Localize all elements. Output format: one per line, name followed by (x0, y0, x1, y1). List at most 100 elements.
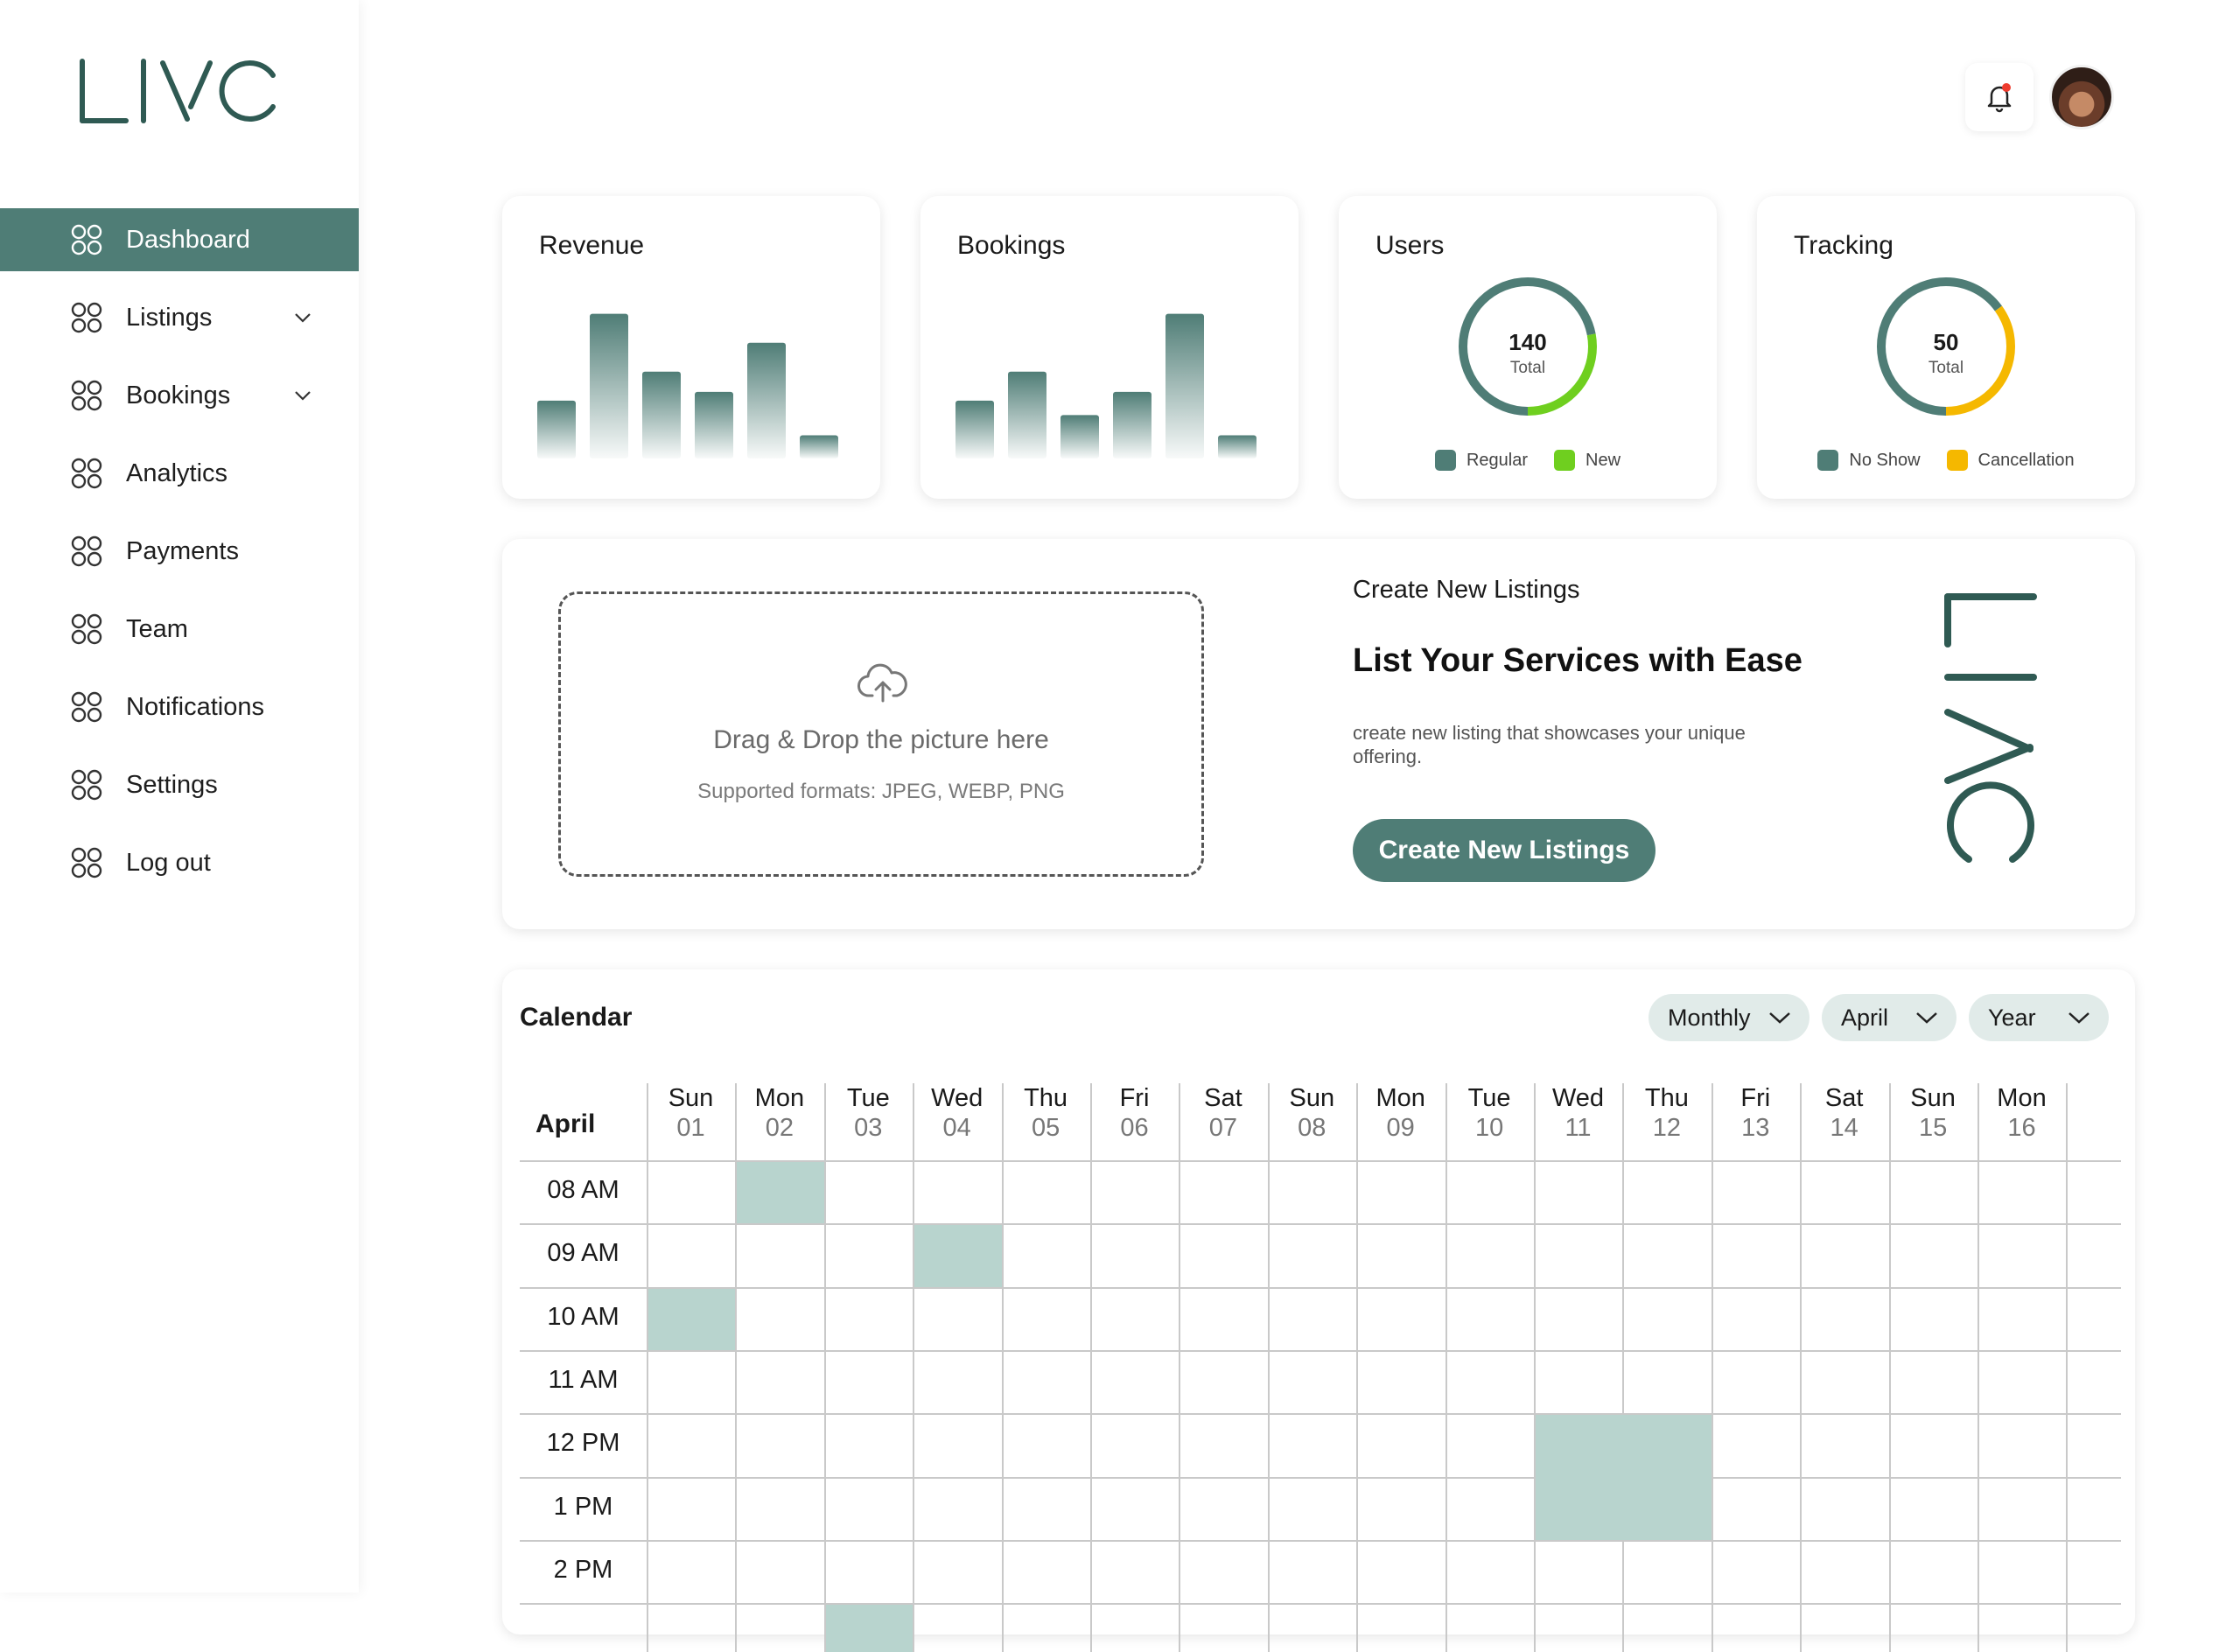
day-header[interactable]: Mon 16 (1978, 1083, 2066, 1143)
day-header[interactable]: Sun 08 (1268, 1083, 1356, 1143)
cloud-upload-icon (858, 663, 907, 703)
sidebar-item-settings[interactable]: Settings (0, 753, 359, 816)
user-avatar[interactable] (2049, 65, 2114, 130)
grid-column-line (735, 1083, 738, 1652)
time-slot-label: 08 AM (547, 1176, 620, 1204)
day-header[interactable]: Sat 14 (1800, 1083, 1888, 1143)
calendar-event-block[interactable] (825, 1605, 914, 1652)
create-listing-button[interactable]: Create New Listings (1353, 819, 1656, 882)
grid-column-line (1445, 1083, 1447, 1652)
day-header[interactable]: Sun 15 (1889, 1083, 1978, 1143)
day-of-week: Fri (1740, 1084, 1771, 1112)
day-header[interactable]: Tue 03 (824, 1083, 913, 1143)
grid-column-line (1179, 1083, 1181, 1652)
sidebar-item-dashboard[interactable]: Dashboard (0, 208, 359, 271)
day-header[interactable]: Fri 13 (1712, 1083, 1800, 1143)
day-of-week: Mon (1376, 1084, 1425, 1112)
legend-swatch (1817, 450, 1839, 471)
create-listing-title: List Your Services with Ease (1353, 642, 1802, 679)
calendar-event-block[interactable] (737, 1162, 824, 1224)
sidebar-item-label: Notifications (126, 692, 264, 721)
sidebar-item-label: Bookings (126, 381, 231, 410)
day-header[interactable]: Wed 11 (1534, 1083, 1622, 1143)
calendar-title: Calendar (520, 1003, 633, 1032)
day-header[interactable]: Sun 01 (647, 1083, 735, 1143)
sidebar-item-payments[interactable]: Payments (0, 520, 359, 583)
day-number: 04 (942, 1114, 971, 1142)
grid-column-line (1001, 1083, 1004, 1652)
grid-column-line (1356, 1083, 1359, 1652)
bar (695, 391, 733, 458)
bar (956, 400, 994, 458)
sidebar-item-bookings[interactable]: Bookings (0, 364, 359, 427)
grid-icon (71, 380, 102, 411)
grid-column-line (1267, 1083, 1270, 1652)
day-number: 05 (1031, 1114, 1060, 1142)
sidebar-item-label: Log out (126, 848, 211, 877)
legend-item-no-show: No Show (1817, 450, 1921, 471)
create-listing-description: create new listing that showcases your u… (1353, 722, 1746, 767)
day-header[interactable]: Wed 04 (913, 1083, 1001, 1143)
legend-item-new: New (1554, 450, 1620, 471)
bar (1166, 313, 1204, 458)
sidebar-item-team[interactable]: Team (0, 598, 359, 661)
grid-row-line (520, 1349, 2121, 1352)
day-number: 03 (854, 1114, 883, 1142)
time-slot-label: 1 PM (553, 1492, 613, 1521)
sidebar-item-listings[interactable]: Listings (0, 286, 359, 349)
chevron-down-icon (295, 391, 311, 401)
image-dropzone[interactable]: Drag & Drop the picture here Supported f… (558, 592, 1204, 877)
day-header[interactable]: Thu 12 (1622, 1083, 1711, 1143)
sidebar-item-label: Listings (126, 303, 213, 332)
sidebar-item-label: Dashboard (126, 225, 250, 254)
day-number: 10 (1474, 1114, 1504, 1142)
sidebar-item-label: Analytics (126, 458, 228, 487)
sidebar-item-analytics[interactable]: Analytics (0, 442, 359, 505)
sidebar-item-log-out[interactable]: Log out (0, 831, 359, 894)
view-select[interactable]: Monthly (1648, 994, 1810, 1041)
day-of-week: Mon (1997, 1084, 2047, 1112)
bar (590, 313, 628, 458)
day-of-week: Sat (1824, 1084, 1864, 1112)
grid-column-line (1090, 1083, 1092, 1652)
day-of-week: Wed (1551, 1084, 1605, 1112)
grid-row-line (520, 1413, 2121, 1416)
sidebar-item-notifications[interactable]: Notifications (0, 676, 359, 738)
day-of-week: Tue (1467, 1084, 1511, 1112)
legend-item-regular: Regular (1434, 450, 1528, 471)
revenue-bar-chart (537, 313, 838, 458)
grid-column-line (2066, 1083, 2068, 1652)
day-of-week: Fri (1119, 1084, 1150, 1112)
time-slot-label: 10 AM (547, 1302, 620, 1331)
day-header[interactable]: Sat 07 (1179, 1083, 1267, 1143)
chevron-down-icon (2068, 1012, 2090, 1024)
bar (800, 435, 838, 458)
grid-column-line (1800, 1083, 1802, 1652)
day-of-week: Wed (931, 1084, 984, 1112)
day-header[interactable]: Mon 02 (735, 1083, 823, 1143)
day-header[interactable]: Tue 10 (1446, 1083, 1534, 1143)
day-number: 09 (1386, 1114, 1415, 1142)
notification-bell-button[interactable] (1965, 63, 2034, 131)
time-slot-label: 2 PM (553, 1555, 613, 1584)
calendar-event-block[interactable] (914, 1225, 1002, 1287)
livo-vertical-logo (1944, 593, 2037, 863)
day-header[interactable]: Thu 05 (1002, 1083, 1090, 1143)
day-header[interactable]: Fri 06 (1090, 1083, 1179, 1143)
year-select[interactable]: Year (1969, 994, 2109, 1041)
calendar-event-block[interactable] (1536, 1415, 1712, 1540)
calendar-event-block[interactable] (648, 1288, 736, 1350)
grid-row-line (520, 1603, 2121, 1606)
legend-item-cancellation: Cancellation (1946, 450, 2075, 471)
day-number: 06 (1120, 1114, 1149, 1142)
grid-column-line (823, 1083, 826, 1652)
month-select[interactable]: April (1822, 994, 1956, 1041)
sidebar-nav: Dashboard Listings Bookings Analytics Paymen… (0, 208, 359, 909)
card-title: Tracking (1794, 231, 1894, 260)
bookings-card: Bookings (920, 196, 1298, 499)
day-header[interactable]: Mon 09 (1356, 1083, 1445, 1143)
tracking-legend: No Show Cancellation (1757, 450, 2135, 471)
grid-row-line (520, 1160, 2121, 1162)
tracking-total-label: Total (1928, 359, 1964, 377)
grid-icon (71, 847, 102, 878)
